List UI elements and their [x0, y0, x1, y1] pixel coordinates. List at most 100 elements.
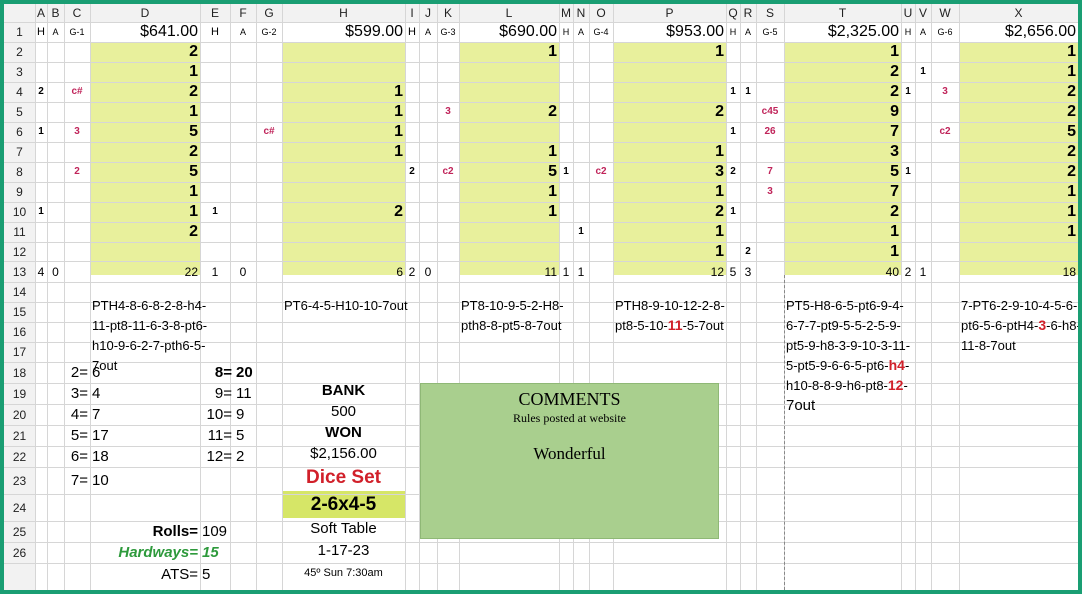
row-header-11[interactable]: 11: [13, 225, 26, 239]
column-header-g[interactable]: G: [264, 6, 274, 20]
cell-T5[interactable]: 9: [890, 103, 899, 120]
row-header-1[interactable]: 1: [16, 25, 23, 39]
cell-C6[interactable]: 3: [74, 126, 80, 137]
game2-seq-line1[interactable]: PT6-4-5-H10-10-7out: [284, 297, 408, 313]
cell-A6[interactable]: 1: [38, 126, 44, 137]
cell-D9[interactable]: 1: [189, 183, 198, 200]
game5-seq-line3[interactable]: pt5-9-h8-3-9-10-3-11-: [786, 337, 911, 353]
cell-X8[interactable]: 2: [1067, 163, 1076, 180]
column-header-v[interactable]: V: [918, 6, 927, 20]
cell-E13-total[interactable]: 1: [211, 264, 219, 279]
cell-P10[interactable]: 2: [715, 203, 724, 220]
stat-value[interactable]: 17: [92, 427, 109, 444]
cell-F1[interactable]: A: [239, 26, 246, 37]
stat-value[interactable]: 9: [236, 406, 245, 423]
cell-G1[interactable]: G-2: [261, 26, 277, 37]
cell-L7[interactable]: 1: [548, 143, 557, 160]
row-header-19[interactable]: 19: [12, 386, 27, 401]
bank-label[interactable]: BANK: [321, 382, 366, 399]
cell-X6[interactable]: 5: [1067, 123, 1076, 140]
cell-U8[interactable]: 1: [905, 166, 911, 177]
game1-seq-line1[interactable]: PTH4-8-6-8-2-8-h4-: [92, 297, 207, 313]
cell-N13-total[interactable]: 1: [577, 264, 585, 279]
game1-seq-line4[interactable]: 7out: [92, 357, 118, 373]
row-header-21[interactable]: 21: [12, 428, 27, 443]
stat-value[interactable]: 18: [92, 448, 109, 465]
cell-S1[interactable]: G-5: [762, 26, 778, 37]
cell-K1[interactable]: G-3: [440, 26, 456, 37]
weather-time[interactable]: 45º Sun 7:30am: [304, 566, 383, 579]
cell-A1[interactable]: H: [37, 25, 45, 38]
stat-value[interactable]: 5: [236, 427, 245, 444]
cell-A4[interactable]: 2: [38, 86, 44, 97]
cell-L2[interactable]: 1: [548, 43, 557, 60]
cell-H5[interactable]: 1: [394, 103, 403, 120]
cell-S8[interactable]: 7: [767, 166, 773, 177]
cell-V3[interactable]: 1: [920, 66, 926, 77]
cell-L9[interactable]: 1: [548, 183, 557, 200]
cell-P1-game4-total[interactable]: $953.00: [666, 23, 724, 40]
column-header-m[interactable]: M: [561, 6, 571, 20]
cell-T3[interactable]: 2: [890, 63, 899, 80]
cell-T12[interactable]: 1: [890, 242, 899, 260]
row-header-2[interactable]: 2: [16, 45, 23, 59]
row-header-25[interactable]: 25: [12, 524, 27, 539]
cell-C8[interactable]: 2: [74, 166, 80, 177]
stat-value[interactable]: 11: [236, 385, 252, 402]
row-header-6[interactable]: 6: [16, 125, 23, 139]
game3-seq-line2[interactable]: pth8-8-pt5-8-7out: [461, 317, 562, 333]
row-header-14[interactable]: 14: [12, 285, 27, 299]
row-header-20[interactable]: 20: [12, 407, 27, 422]
cell-A13-total[interactable]: 4: [37, 264, 45, 279]
row-header-13[interactable]: 13: [12, 264, 27, 279]
cell-G6[interactable]: c#: [263, 126, 275, 137]
cell-Q1[interactable]: H: [729, 26, 737, 37]
game6-seq-line3[interactable]: 11-8-7out: [961, 337, 1016, 353]
cell-L10[interactable]: 1: [548, 203, 557, 220]
cell-T6[interactable]: 7: [890, 123, 899, 140]
cell-R13-total[interactable]: 3: [744, 264, 752, 279]
stat-key[interactable]: 11=: [207, 427, 232, 444]
row-header-12[interactable]: 12: [12, 244, 27, 259]
hardways-label[interactable]: Hardways=: [118, 544, 198, 561]
column-header-l[interactable]: L: [505, 6, 513, 20]
column-header-j[interactable]: J: [425, 6, 431, 20]
cell-N11[interactable]: 1: [578, 226, 584, 237]
column-header-r[interactable]: R: [743, 6, 753, 20]
cell-W1[interactable]: G-6: [937, 26, 953, 37]
column-header-i[interactable]: I: [410, 6, 414, 20]
row-header-22[interactable]: 22: [12, 449, 27, 464]
cell-L1-game3-total[interactable]: $690.00: [499, 23, 557, 40]
cell-D2[interactable]: 2: [189, 43, 198, 60]
stat-value[interactable]: 7: [92, 406, 101, 423]
won-label[interactable]: WON: [325, 424, 362, 441]
cell-D6[interactable]: 5: [189, 123, 198, 140]
cell-H6[interactable]: 1: [394, 123, 403, 140]
hardways-value[interactable]: 15: [202, 544, 219, 561]
cell-S6[interactable]: 26: [764, 126, 776, 137]
cell-X13-total[interactable]: 18: [1062, 264, 1076, 279]
cell-U4[interactable]: 1: [905, 86, 911, 97]
table-type[interactable]: Soft Table: [310, 520, 377, 537]
cell-J13-total[interactable]: 0: [424, 264, 432, 279]
cell-D13-total[interactable]: 22: [184, 264, 198, 279]
cell-M13-total[interactable]: 1: [562, 264, 570, 279]
comments-box[interactable]: COMMENTS Rules posted at website Wonderf…: [420, 383, 719, 539]
column-header-d[interactable]: D: [140, 6, 150, 20]
game1-seq-line3[interactable]: h10-9-6-2-7-pth6-5-: [92, 337, 206, 353]
row-header-26[interactable]: 26: [12, 545, 27, 560]
game5-seq-line5[interactable]: h10-8-8-9-h6-pt8- 12-: [784, 375, 954, 395]
column-header-e[interactable]: E: [210, 6, 219, 20]
cell-X11[interactable]: 1: [1067, 223, 1076, 240]
column-header-o[interactable]: O: [596, 6, 606, 20]
cell-C4[interactable]: c#: [71, 86, 83, 97]
cell-V1[interactable]: A: [919, 26, 926, 37]
cell-T2[interactable]: 1: [890, 43, 899, 60]
column-header-n[interactable]: N: [576, 6, 586, 20]
row-header-9[interactable]: 9: [16, 185, 23, 199]
cell-Q10[interactable]: 1: [730, 206, 736, 217]
cell-K5[interactable]: 3: [445, 106, 451, 117]
cell-O1[interactable]: G-4: [593, 26, 609, 37]
column-header-a[interactable]: A: [36, 6, 45, 20]
cell-P12[interactable]: 1: [715, 242, 724, 260]
